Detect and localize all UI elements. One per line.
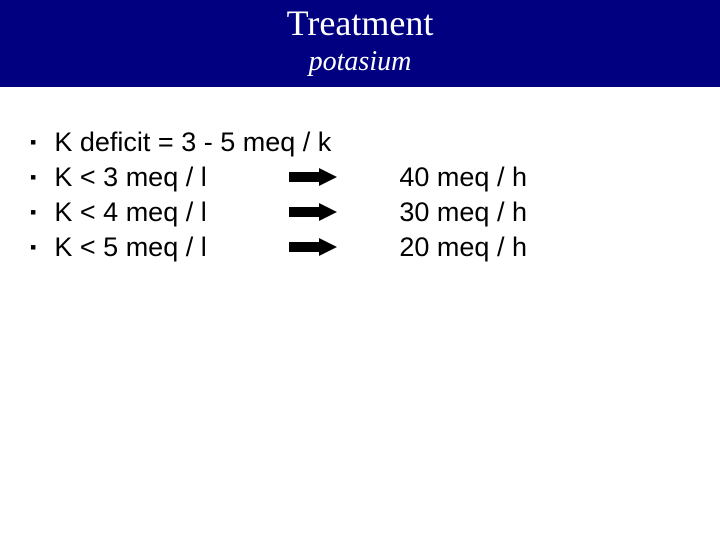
bullet-list: ▪ K deficit = 3 - 5 meq / k ▪ K < 3 meq … (30, 127, 710, 263)
line-row: K < 3 meq / l 40 meq / h (54, 162, 710, 193)
bullet-text-left: K < 3 meq / l (54, 162, 279, 193)
line-row: K < 4 meq / l 30 meq / h (54, 197, 710, 228)
list-item: ▪ K < 5 meq / l 20 meq / h (30, 232, 710, 263)
bullet-marker-icon: ▪ (30, 168, 36, 186)
bullet-marker-icon: ▪ (30, 203, 36, 221)
bullet-text-right: 30 meq / h (399, 197, 710, 228)
bullet-text: K deficit = 3 - 5 meq / k (54, 127, 331, 158)
header-bar: Treatment potasium (0, 0, 720, 87)
list-item: ▪ K deficit = 3 - 5 meq / k (30, 127, 710, 158)
line-row: K deficit = 3 - 5 meq / k (54, 127, 710, 158)
bullet-marker-icon: ▪ (30, 133, 36, 151)
bullet-text-left: K < 5 meq / l (54, 232, 279, 263)
arrow-icon (279, 238, 399, 256)
slide-title: Treatment (0, 2, 720, 45)
bullet-text-right: 20 meq / h (399, 232, 710, 263)
arrow-icon (279, 168, 399, 186)
list-item: ▪ K < 4 meq / l 30 meq / h (30, 197, 710, 228)
bullet-marker-icon: ▪ (30, 238, 36, 256)
slide-subtitle: potasium (0, 45, 720, 79)
slide-body: ▪ K deficit = 3 - 5 meq / k ▪ K < 3 meq … (0, 87, 720, 263)
bullet-text-left: K < 4 meq / l (54, 197, 279, 228)
list-item: ▪ K < 3 meq / l 40 meq / h (30, 162, 710, 193)
arrow-icon (279, 203, 399, 221)
line-row: K < 5 meq / l 20 meq / h (54, 232, 710, 263)
bullet-text-right: 40 meq / h (399, 162, 710, 193)
